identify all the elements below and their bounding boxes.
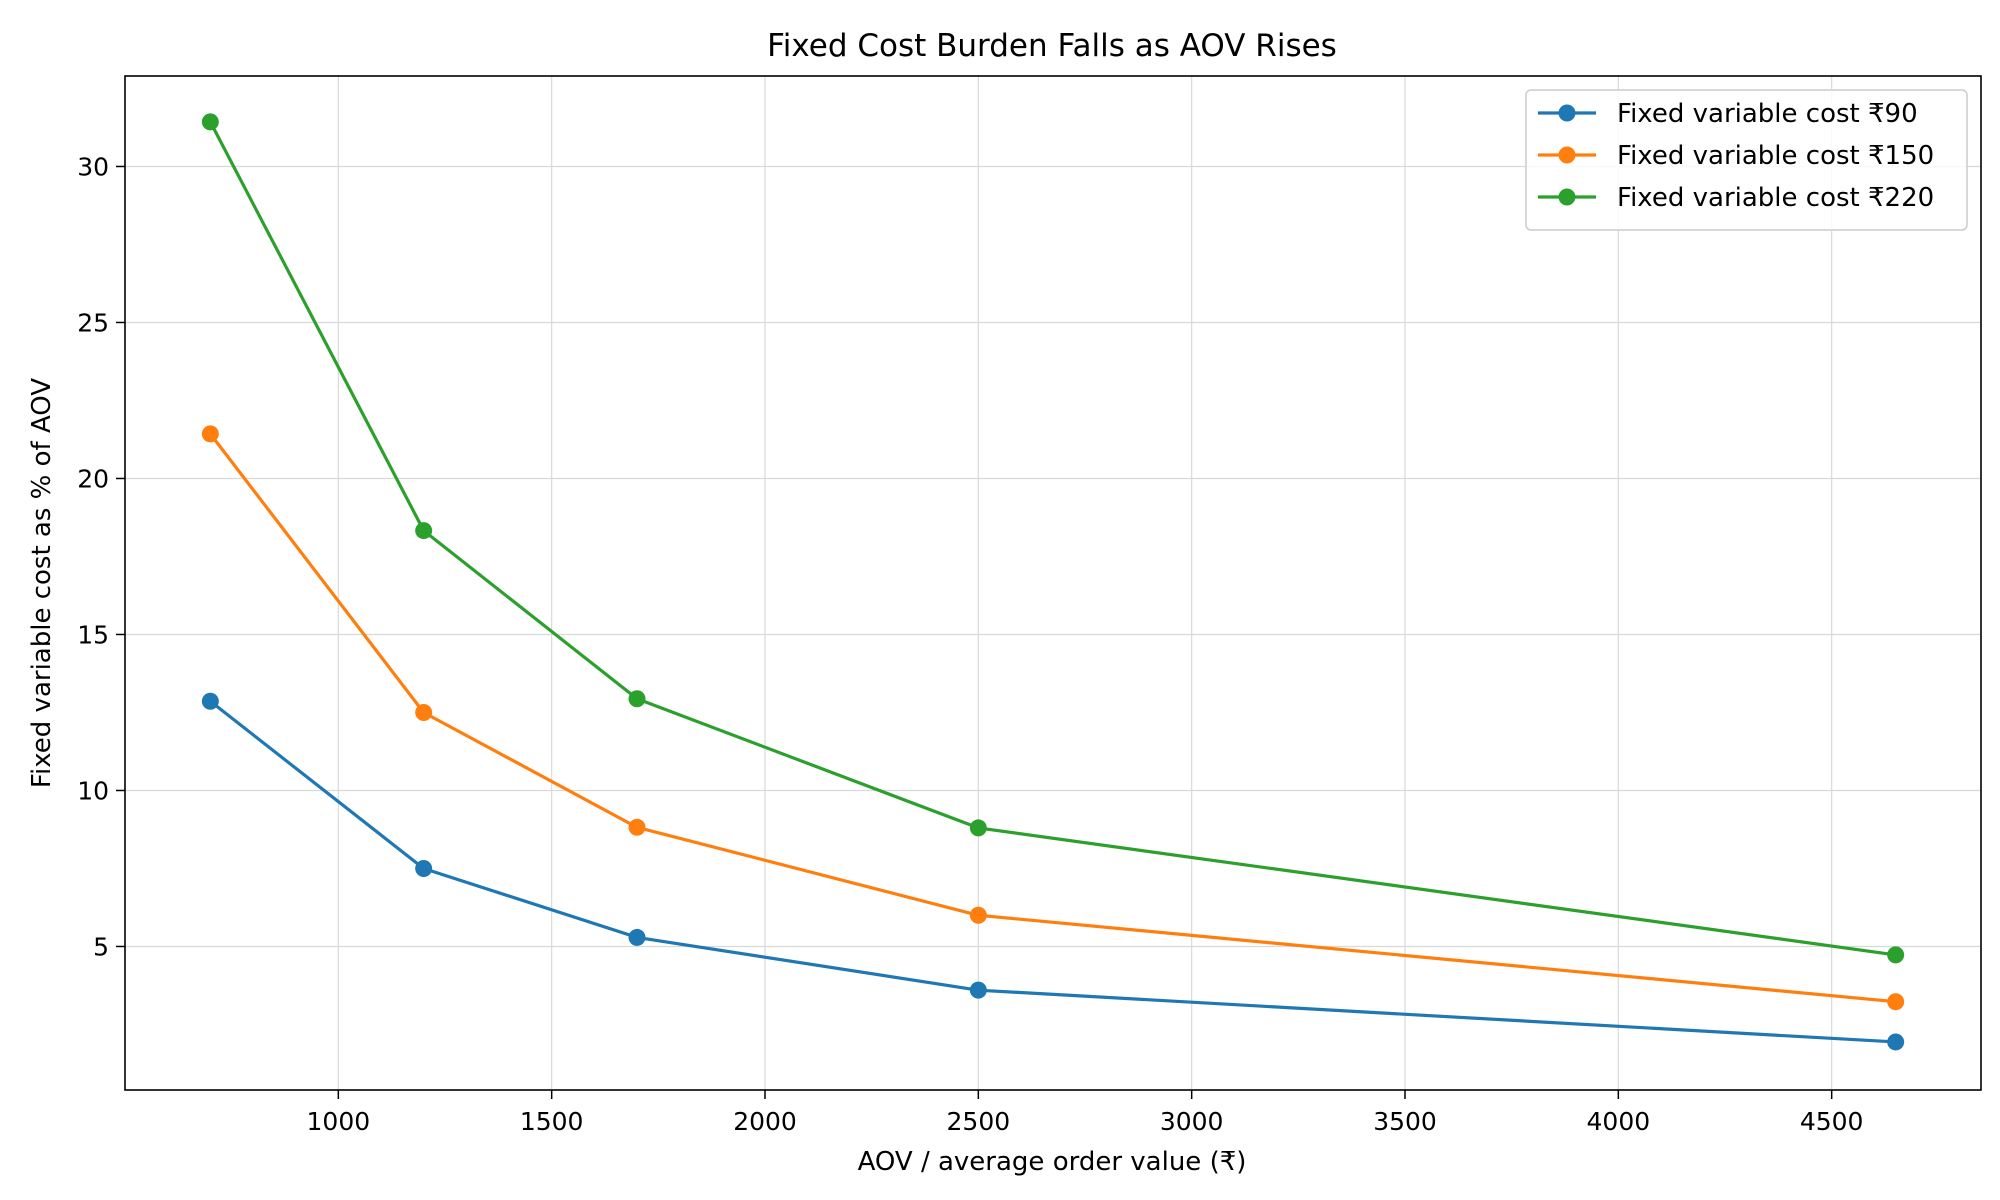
data-point — [1887, 1033, 1905, 1051]
legend-marker — [1558, 146, 1576, 164]
x-tick-label: 1000 — [307, 1107, 371, 1136]
legend-marker — [1558, 188, 1576, 206]
x-tick-label: 4500 — [1800, 1107, 1864, 1136]
chart-title: Fixed Cost Burden Falls as AOV Rises — [767, 28, 1337, 64]
series-layer — [201, 113, 1905, 1051]
series-line — [208, 121, 1896, 957]
x-tick-label: 4000 — [1587, 1107, 1651, 1136]
data-point — [201, 113, 219, 131]
legend-marker — [1558, 104, 1576, 122]
data-point — [628, 818, 646, 836]
data-point — [201, 692, 219, 710]
legend: Fixed variable cost ₹90 Fixed variable co… — [1525, 89, 1968, 231]
legend-box — [1525, 89, 1968, 231]
x-tick-label: 1500 — [520, 1107, 584, 1136]
series-line — [209, 699, 1896, 1044]
x-axis-ticks: 1000 1500 2000 2500 3000 3500 4000 4500 — [307, 1090, 1864, 1136]
y-tick-label: 15 — [77, 620, 109, 649]
y-tick-label: 10 — [77, 776, 109, 805]
x-tick-label: 3500 — [1373, 1107, 1437, 1136]
x-tick-label: 2500 — [947, 1107, 1011, 1136]
data-point — [201, 425, 219, 443]
data-point — [1887, 993, 1905, 1011]
data-point — [415, 859, 433, 877]
data-point — [628, 690, 646, 708]
x-axis-label: AOV / average order value (₹) — [858, 1147, 1247, 1177]
y-axis-label: Fixed variable cost as % of AOV — [27, 378, 57, 788]
y-tick-label: 30 — [77, 152, 109, 181]
legend-label: Fixed variable cost ₹220 — [1617, 183, 1934, 213]
data-point — [1887, 946, 1905, 964]
plot-area-frame — [124, 75, 1982, 1091]
y-tick-label: 25 — [77, 308, 109, 337]
x-tick-label: 3000 — [1160, 1107, 1224, 1136]
data-point — [969, 819, 987, 837]
y-tick-label: 5 — [93, 932, 109, 961]
data-point — [415, 522, 433, 540]
y-axis-ticks: 5 10 15 20 25 30 — [77, 152, 125, 961]
data-point — [969, 981, 987, 999]
legend-label: Fixed variable cost ₹150 — [1617, 141, 1934, 171]
x-tick-label: 2000 — [733, 1107, 797, 1136]
data-point — [628, 928, 646, 946]
series-line — [209, 432, 1896, 1004]
data-point — [969, 906, 987, 924]
data-point — [415, 703, 433, 721]
y-tick-label: 20 — [77, 464, 109, 493]
legend-label: Fixed variable cost ₹90 — [1617, 99, 1918, 129]
